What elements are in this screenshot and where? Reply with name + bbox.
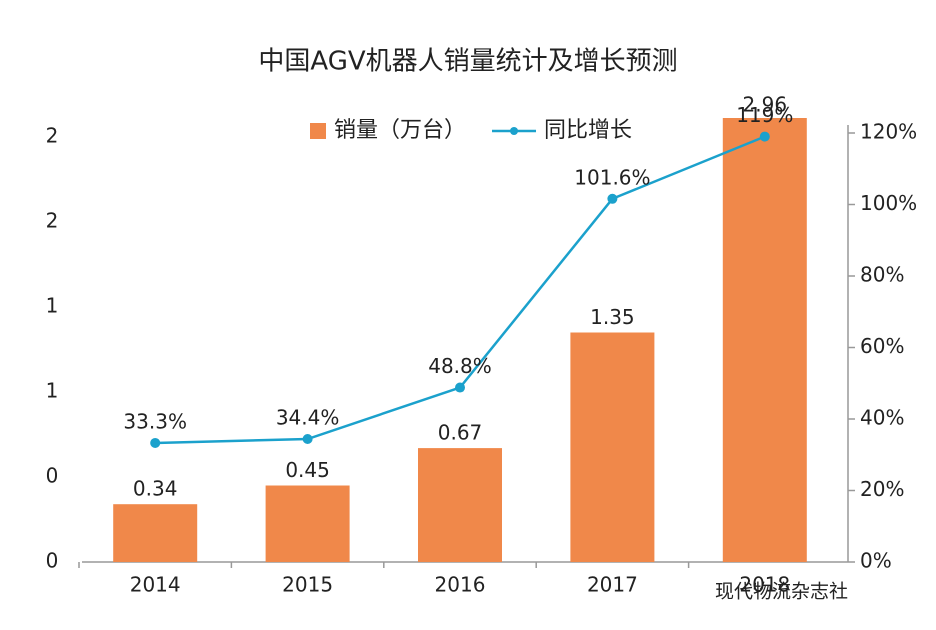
y2-tick-label: 100% bbox=[860, 191, 917, 215]
y2-tick-label: 120% bbox=[860, 120, 917, 144]
bar-value-label: 0.45 bbox=[285, 458, 330, 482]
y-tick-label: 1 bbox=[46, 379, 59, 403]
x-tick-label: 2016 bbox=[435, 573, 486, 597]
line-value-label: 119% bbox=[736, 103, 793, 127]
x-tick-label: 2017 bbox=[587, 573, 638, 597]
y2-tick-label: 60% bbox=[860, 334, 904, 358]
chart-title: 中国AGV机器人销量统计及增长预测 bbox=[258, 47, 677, 77]
y2-tick-label: 80% bbox=[860, 263, 904, 287]
x-tick-label: 2014 bbox=[130, 573, 181, 597]
y-tick-label: 0 bbox=[46, 464, 59, 488]
bar bbox=[113, 504, 198, 562]
plot-area bbox=[113, 118, 807, 563]
y-tick-label: 1 bbox=[46, 294, 59, 318]
y-tick-label: 2 bbox=[46, 209, 59, 233]
line bbox=[155, 135, 766, 445]
line-value-label: 48.8% bbox=[428, 354, 492, 378]
line-point bbox=[150, 437, 161, 448]
y2-tick-label: 40% bbox=[860, 406, 904, 430]
bar bbox=[570, 332, 655, 562]
y2-tick-label: 20% bbox=[860, 477, 904, 501]
line-value-label: 33.3% bbox=[123, 409, 187, 433]
watermark: 现代物流杂志社 bbox=[715, 581, 848, 603]
legend-label: 同比增长 bbox=[544, 118, 632, 143]
line-point bbox=[455, 382, 465, 393]
x-tick-label: 2018 bbox=[739, 573, 790, 597]
y2-tick-label: 0% bbox=[860, 549, 892, 573]
y-tick-label: 2 bbox=[46, 124, 59, 148]
line-point bbox=[759, 131, 770, 142]
bar-value-label: 0.67 bbox=[438, 421, 483, 445]
bar bbox=[418, 448, 502, 562]
legend-swatch bbox=[510, 127, 519, 135]
bar bbox=[265, 485, 350, 562]
line-value-label: 34.4% bbox=[276, 406, 340, 430]
data-labels: 0.34 0.45 0.67 1.35 2.96 33.3% 34.4% 48.8% 101.6… bbox=[123, 93, 793, 501]
y-tick-label: 0 bbox=[46, 549, 59, 573]
x-tick-label: 2015 bbox=[282, 573, 333, 597]
legend-label: 销量（万台） bbox=[334, 118, 466, 143]
line-value-label: 101.6% bbox=[574, 165, 650, 189]
legend-swatch bbox=[310, 123, 326, 139]
bar-value-label: 2.96 bbox=[743, 93, 788, 117]
bar-value-label: 0.34 bbox=[133, 477, 178, 501]
bar bbox=[722, 118, 807, 563]
line-point bbox=[607, 193, 618, 204]
bar-value-label: 1.35 bbox=[590, 305, 635, 329]
line-point bbox=[302, 434, 313, 445]
